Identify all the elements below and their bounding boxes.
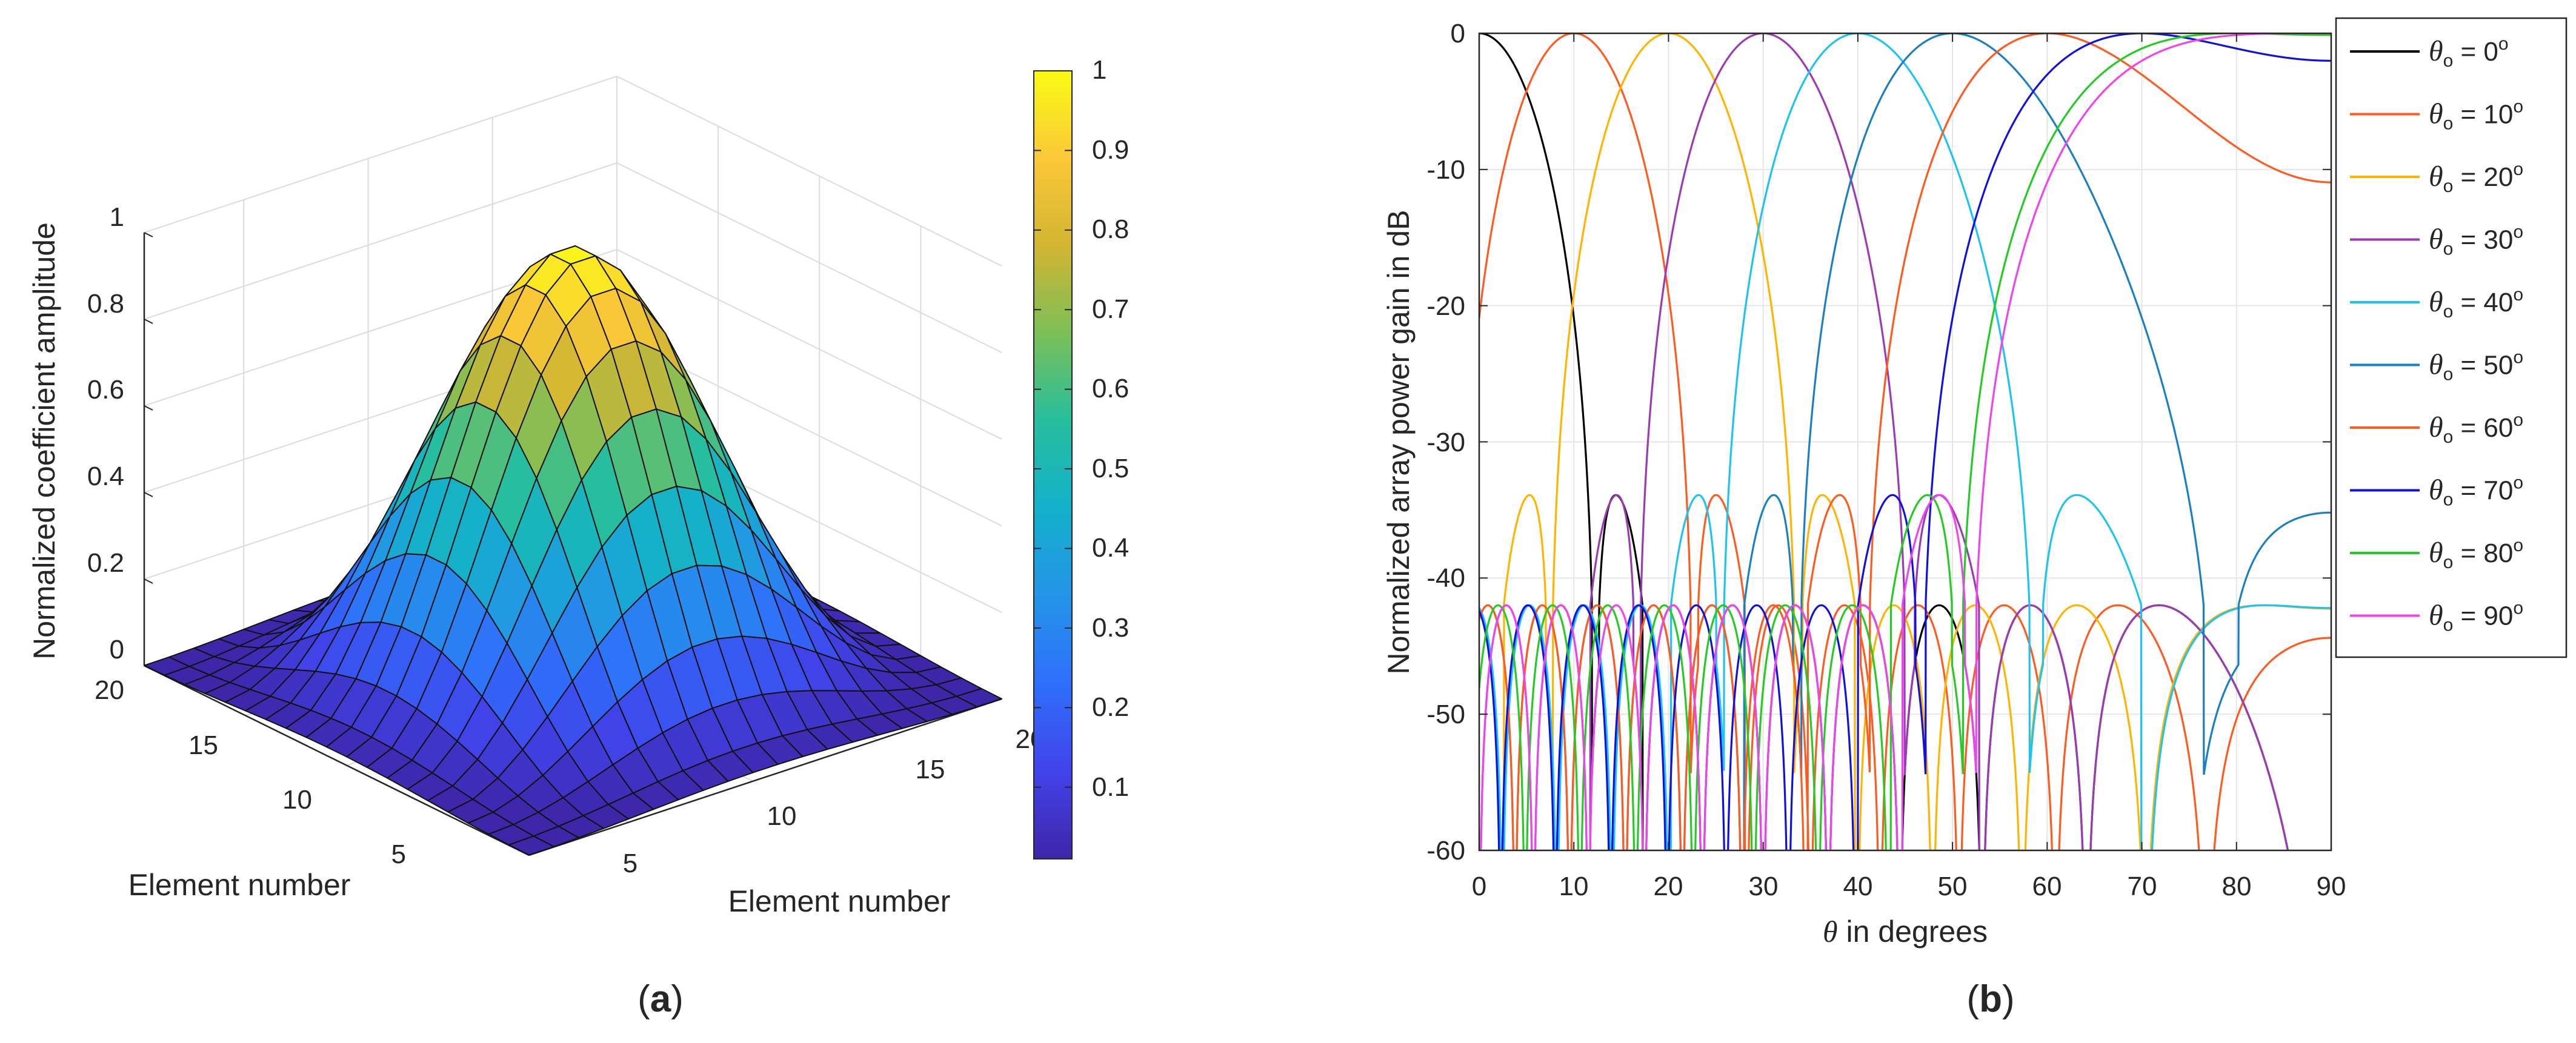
left-axis-label: Element number	[128, 868, 351, 902]
left-axis-tick-labels: 20 15 10 5	[95, 675, 406, 869]
left-tick-label: 15	[188, 730, 218, 760]
legend-label: θo = 90o	[2429, 598, 2523, 635]
axis-ticks	[1479, 33, 2332, 851]
legend-label: θo = 60o	[2429, 410, 2523, 447]
y-tick-label: -50	[1426, 700, 1465, 729]
legend-label: θo = 20o	[2429, 159, 2523, 196]
surface-axis-lines	[143, 232, 1002, 856]
x-tick-label: 30	[1749, 872, 1779, 901]
z-tick	[144, 319, 153, 324]
series-line	[1480, 33, 2289, 850]
y-tick-label: -60	[1426, 836, 1465, 866]
right-tick-label: 10	[767, 801, 797, 831]
colorbar-tick-label: 0.2	[1092, 692, 1129, 722]
z-tick-label: 0.4	[87, 462, 124, 491]
colorbar-tick-label: 0.5	[1092, 454, 1129, 483]
x-tick-label: 40	[1843, 872, 1873, 901]
z-tick-label: 0.6	[87, 375, 124, 405]
legend-label: θo = 10o	[2429, 97, 2523, 134]
left-tick-label: 20	[95, 675, 124, 705]
left-tick-label: 5	[391, 839, 406, 869]
y-tick-label: -30	[1426, 428, 1465, 457]
z-tick-label: 0.2	[87, 548, 124, 578]
legend-label: θo = 0o	[2429, 34, 2509, 71]
y-tick-label: -10	[1426, 155, 1465, 185]
series-line	[1479, 33, 2331, 850]
surface-plot-panel: 0 0.2 0.4 0.6 0.8 1 20 15 10 5 5 10 15 2…	[27, 55, 1129, 918]
y-axis-label: Normalized array power gain in dB	[1382, 210, 1416, 674]
x-axis-label-text: in degrees	[1838, 915, 1988, 949]
z-tick	[144, 232, 153, 237]
legend-label: θo = 50o	[2429, 348, 2523, 385]
x-axis-label-symbol: θ	[1823, 915, 1838, 949]
z-tick-labels: 0 0.2 0.4 0.6 0.8 1	[87, 202, 124, 664]
x-tick-labels: 0 10 20 30 40 50 60 70 80 90	[1472, 872, 2346, 901]
legend: θo = 0o θo = 10o θo = 20o θo = 30o θo = 40o θ…	[2335, 17, 2568, 658]
panel-label-b: (b)	[1966, 978, 2014, 1020]
x-tick-label: 20	[1654, 872, 1683, 901]
z-tick-label: 1	[110, 202, 124, 232]
legend-box	[2335, 17, 2568, 658]
z-tick-label: 0.8	[87, 289, 124, 319]
array-gain-plot-panel: 0 -10 -20 -30 -40 -50 -60 0 10 20 30 40 …	[1382, 17, 2568, 949]
colorbar-tick-label: 0.9	[1092, 135, 1129, 165]
series-line	[1479, 33, 2331, 850]
x-axis-label: θ in degrees	[1823, 915, 1988, 949]
series-line	[1480, 33, 2331, 850]
colorbar-tick-label: 0.1	[1092, 772, 1129, 802]
legend-label: θo = 40o	[2429, 285, 2523, 322]
z-tick	[144, 578, 153, 584]
right-tick-label: 15	[916, 755, 945, 784]
colorbar-tick-label: 0.4	[1092, 533, 1129, 563]
y-tick-label: -40	[1426, 563, 1465, 593]
colorbar: 0.1 0.2 0.3 0.4 0.5 0.6 0.7 0.8 0.9 1	[1033, 55, 1129, 859]
x-tick-label: 70	[2128, 872, 2157, 901]
z-tick	[144, 405, 153, 411]
y-tick-labels: 0 -10 -20 -30 -40 -50 -60	[1426, 19, 1465, 866]
colorbar-tick-label: 0.8	[1092, 214, 1129, 244]
colorbar-tick-label: 1	[1092, 55, 1107, 85]
x-tick-label: 60	[2032, 872, 2062, 901]
x-tick-label: 90	[2317, 872, 2346, 901]
series-lines	[1479, 33, 2331, 850]
right-axis-label: Element number	[728, 884, 951, 918]
x-tick-label: 10	[1559, 872, 1589, 901]
colorbar-gradient	[1033, 70, 1073, 859]
series-line	[1479, 33, 2331, 850]
x-tick-label: 0	[1472, 872, 1486, 901]
y-tick-label: -20	[1426, 291, 1465, 321]
z-tick-label: 0	[110, 635, 124, 664]
colorbar-tick-labels: 0.1 0.2 0.3 0.4 0.5 0.6 0.7 0.8 0.9 1	[1092, 55, 1129, 802]
x-tick-label: 80	[2222, 872, 2252, 901]
colorbar-tick-label: 0.3	[1092, 613, 1129, 643]
colorbar-ticks	[1034, 70, 1072, 788]
legend-label: θo = 70o	[2429, 473, 2523, 510]
panel-label-a: (a)	[637, 978, 684, 1020]
z-tick	[144, 492, 153, 497]
series-line	[1479, 33, 2331, 850]
surface-mesh	[144, 245, 1002, 856]
right-tick-label: 5	[623, 849, 637, 878]
x-tick-label: 50	[1938, 872, 1968, 901]
right-axis-line	[528, 698, 1002, 856]
colorbar-tick-label: 0.6	[1092, 374, 1129, 403]
surface-patch	[508, 835, 555, 856]
legend-label: θo = 30o	[2429, 222, 2523, 259]
left-tick-label: 10	[282, 785, 312, 815]
left-axis-line	[144, 664, 530, 856]
legend-label: θo = 80o	[2429, 535, 2523, 572]
y-tick-label: 0	[1451, 19, 1465, 48]
z-axis-label: Normalized coefficient amplitude	[27, 222, 61, 660]
colorbar-tick-label: 0.7	[1092, 294, 1129, 324]
